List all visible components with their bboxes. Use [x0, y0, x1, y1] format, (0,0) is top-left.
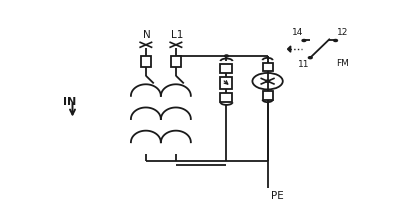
Bar [220, 77, 233, 89]
Circle shape [334, 39, 337, 41]
Circle shape [266, 80, 270, 82]
Bar [262, 91, 273, 100]
Text: 11: 11 [298, 60, 309, 69]
Text: N: N [143, 30, 151, 40]
Text: 12: 12 [337, 28, 348, 37]
Bar [171, 56, 181, 67]
Bar [262, 63, 273, 71]
Text: 14: 14 [292, 28, 303, 37]
Bar [220, 93, 233, 102]
Text: FM: FM [337, 58, 349, 68]
Circle shape [302, 39, 306, 41]
Circle shape [308, 57, 312, 59]
Bar [220, 64, 233, 73]
Text: L1: L1 [171, 30, 183, 40]
Text: IN: IN [63, 97, 76, 107]
Polygon shape [288, 46, 290, 52]
Bar [141, 56, 151, 67]
Circle shape [224, 55, 228, 57]
Text: PE: PE [271, 191, 284, 201]
